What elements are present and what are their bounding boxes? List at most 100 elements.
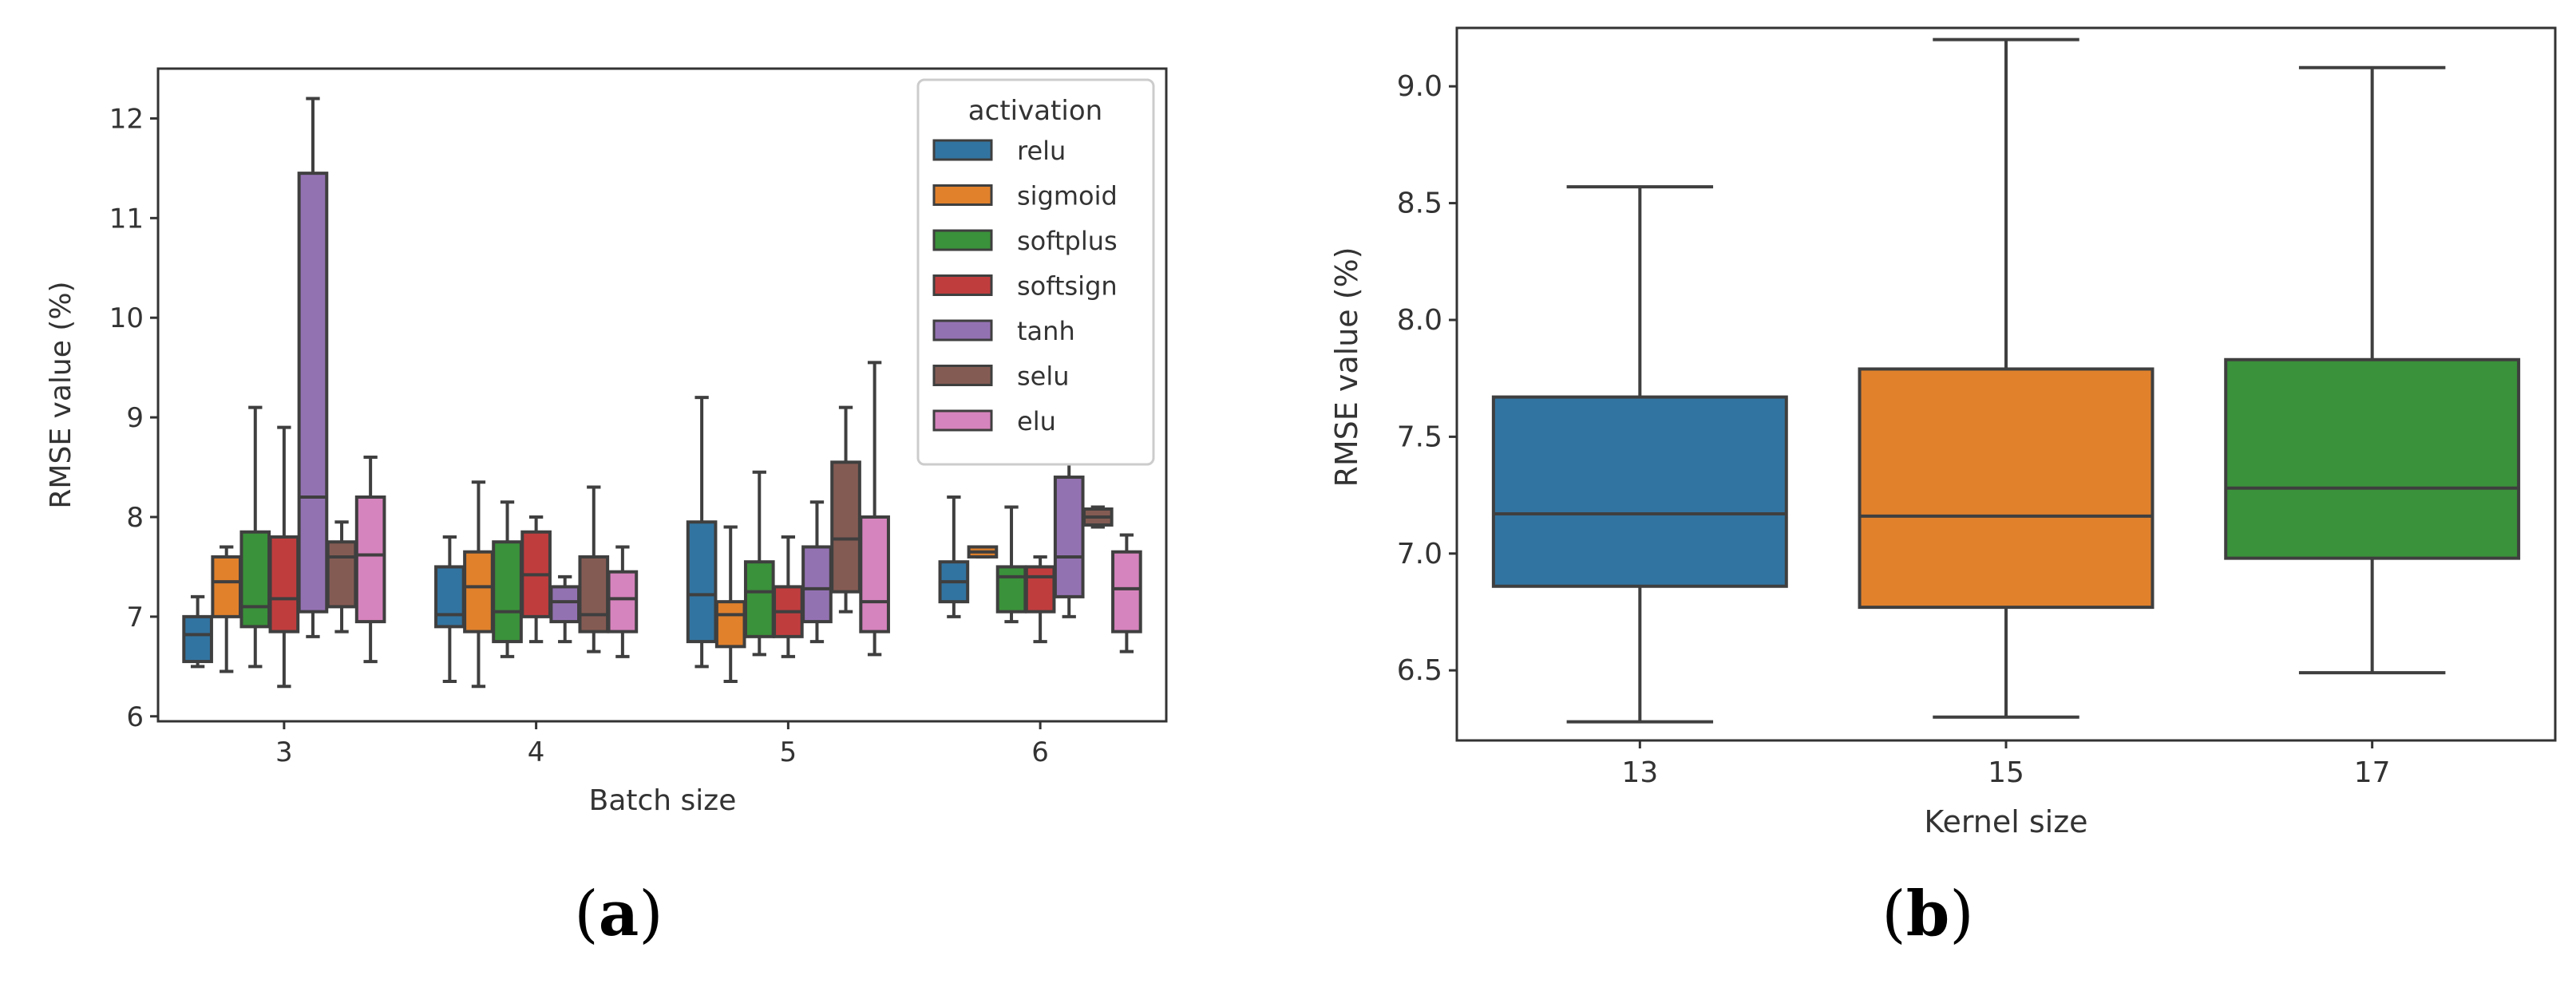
box-body: [549, 585, 581, 624]
legend-swatch-sigmoid: [932, 184, 993, 206]
box-tanh-batch-3: [297, 97, 329, 638]
panel-a-label: (a): [574, 878, 663, 950]
legend-swatch-elu: [932, 409, 993, 432]
x-tick-label: 6: [1031, 736, 1049, 768]
y-tick-label: 9.0: [1397, 70, 1442, 103]
box-softsign-batch-4: [520, 515, 552, 644]
panel-a-legend: activation relu sigmoid softplus softsign ta…: [916, 78, 1155, 466]
box-body: [607, 570, 639, 634]
panel-a-plot-frame: [156, 67, 1168, 723]
box-softplus-batch-6: [995, 505, 1027, 624]
legend-swatch-softsign: [932, 274, 993, 296]
box-body: [1111, 550, 1142, 634]
x-tick-label: 15: [1988, 756, 2024, 789]
box-body: [211, 555, 243, 618]
y-tick-label: 12: [109, 103, 144, 135]
legend-label-elu: elu: [1017, 406, 1056, 436]
legend-label-tanh: tanh: [1017, 316, 1075, 346]
legend-swatch-softplus: [932, 229, 993, 251]
box-elu-batch-3: [354, 456, 386, 664]
y-tick-label: 10: [109, 302, 144, 334]
legend-label-selu: selu: [1017, 361, 1070, 392]
box-kernel-17: [2224, 65, 2521, 675]
panel-b-label-open: (: [1882, 878, 1905, 950]
legend-label-softplus: softplus: [1017, 226, 1118, 256]
x-tick-label: 13: [1621, 756, 1658, 789]
x-tick-label: 5: [780, 736, 797, 768]
box-elu-batch-4: [607, 545, 639, 658]
box-body: [492, 540, 523, 644]
panel-b-y-axis-label: RMSE value (%): [1329, 247, 1364, 487]
y-tick-label: 11: [109, 203, 144, 235]
legend-label-sigmoid: sigmoid: [1017, 181, 1118, 211]
box-tanh-batch-4: [549, 574, 581, 644]
y-tick-label: 6.5: [1397, 654, 1442, 687]
box-selu-batch-4: [578, 485, 610, 653]
y-tick-label: 8.0: [1397, 304, 1442, 337]
box-tanh-batch-5: [801, 500, 833, 644]
x-tick-label: 17: [2354, 756, 2391, 789]
box-relu-batch-6: [938, 495, 970, 618]
panel-b-boxes: [1491, 38, 2521, 724]
legend-swatch-selu: [932, 365, 993, 386]
box-kernel-15: [1858, 38, 2155, 719]
x-tick-label: 4: [528, 736, 545, 768]
y-tick-label: 9: [126, 402, 144, 434]
box-body: [1858, 367, 2155, 610]
legend-title: activation: [968, 95, 1102, 127]
box-body: [995, 565, 1027, 614]
box-tanh-batch-6: [1053, 460, 1085, 618]
box-body: [743, 560, 775, 638]
y-tick-label: 7: [126, 602, 144, 634]
y-tick-label: 8.5: [1397, 188, 1442, 220]
legend-swatch-tanh: [932, 319, 993, 341]
y-tick-label: 7.5: [1397, 420, 1442, 453]
panel-a-y-axis: 6 7 8 9 10 11 12: [109, 103, 158, 733]
x-tick-label: 3: [275, 736, 293, 768]
panel-b-label-close: ): [1949, 878, 1973, 950]
box-body: [1024, 565, 1056, 614]
box-kernel-13: [1491, 185, 1788, 724]
box-body: [182, 614, 213, 664]
panel-b-label: (b): [1882, 878, 1973, 950]
panel-b-x-axis-label: Kernel size: [1924, 804, 2087, 839]
legend-entries: relu sigmoid softplus softsign tanh selu elu: [932, 136, 1118, 436]
box-softplus-batch-3: [239, 405, 271, 669]
box-selu-batch-6: [1082, 505, 1114, 529]
box-body: [1053, 476, 1085, 598]
panel-b-label-letter: b: [1906, 878, 1950, 950]
box-body: [1491, 395, 1788, 588]
box-body: [686, 520, 718, 644]
box-body: [326, 540, 358, 609]
box-body: [239, 530, 271, 629]
box-body: [268, 535, 300, 634]
box-body: [801, 545, 833, 624]
panel-a-label-open: (: [574, 878, 598, 950]
box-body: [434, 565, 465, 629]
panel-a-boxes: [182, 97, 1142, 689]
box-body: [2224, 357, 2521, 560]
box-body: [859, 515, 890, 634]
panel-a-y-axis-label: RMSE value (%): [45, 281, 77, 508]
panel-a-x-axis: 3 4 5 6: [275, 721, 1049, 768]
box-sigmoid-batch-6: [967, 545, 999, 559]
box-softplus-batch-4: [492, 500, 523, 658]
panel-a-x-axis-label: Batch size: [589, 784, 737, 817]
box-relu-batch-4: [434, 535, 465, 684]
panel-a-label-letter: a: [599, 878, 639, 950]
legend-label-softsign: softsign: [1017, 271, 1118, 302]
legend-swatch-relu: [932, 139, 993, 161]
box-sigmoid-batch-3: [211, 545, 243, 673]
y-tick-label: 8: [126, 502, 144, 534]
y-tick-label: 6: [126, 701, 144, 733]
box-softplus-batch-5: [743, 470, 775, 657]
box-body: [578, 555, 610, 634]
box-body: [830, 460, 861, 594]
panel-b-x-axis: 13 15 17: [1621, 740, 2391, 789]
box-softsign-batch-6: [1024, 555, 1056, 644]
panel-a-chart: 6 7 8 9 10 11 12 3 4 5 6 Batch size RMSE value (%…: [45, 67, 1168, 950]
panel-b-chart: 6.5 7.0 7.5 8.0 8.5 9.0 13 15 17 Kernel size RM…: [1329, 26, 2557, 950]
